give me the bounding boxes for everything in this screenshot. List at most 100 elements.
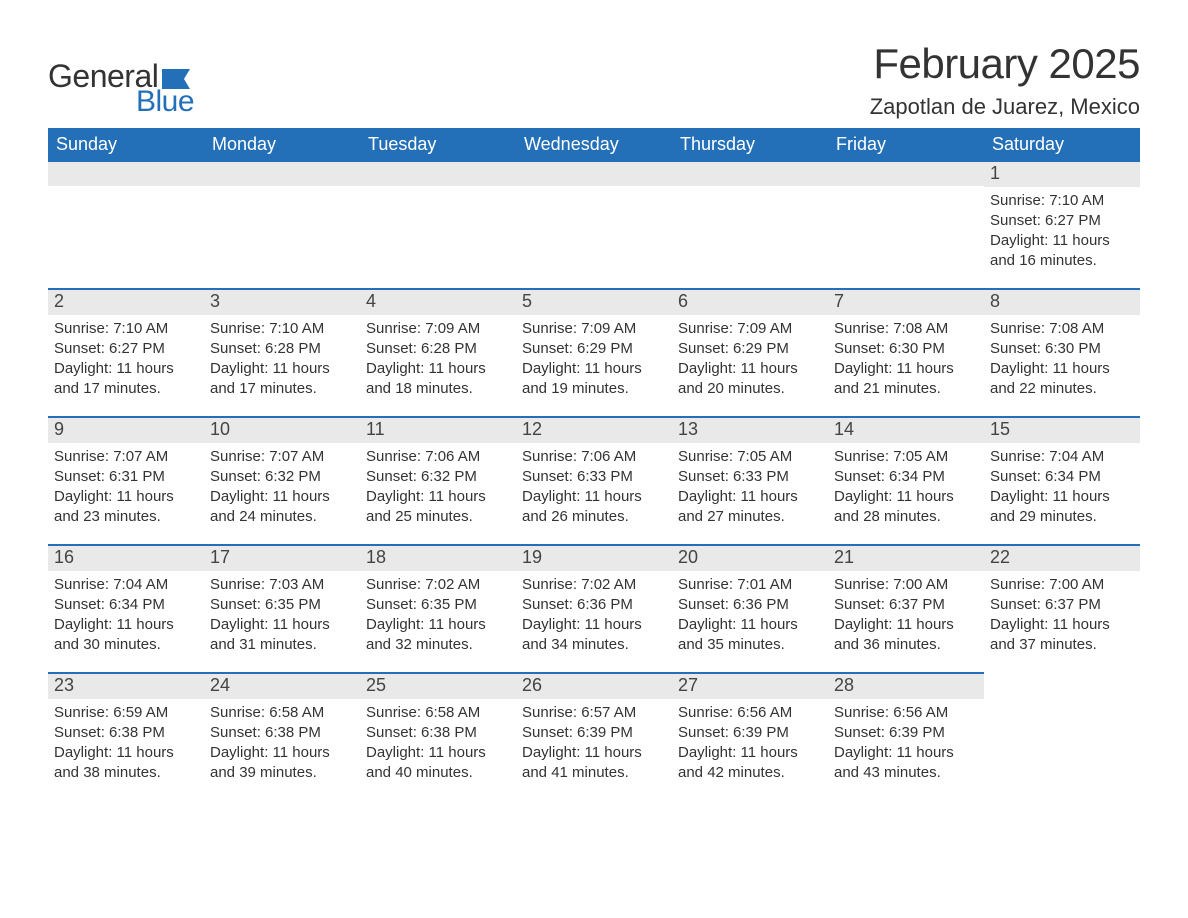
day-number: 25 [360,674,516,699]
daylight-line: Daylight: 11 hours and 27 minutes. [678,487,822,528]
day-details: Sunrise: 7:10 AMSunset: 6:27 PMDaylight:… [48,315,204,406]
sunrise-line: Sunrise: 7:05 AM [678,447,822,467]
sunrise-line: Sunrise: 7:08 AM [990,319,1134,339]
brand-logo: General Blue [48,40,194,119]
sunrise-line: Sunrise: 7:00 AM [834,575,978,595]
day-details: Sunrise: 7:07 AMSunset: 6:31 PMDaylight:… [48,443,204,534]
calendar-day-cell: 21Sunrise: 7:00 AMSunset: 6:37 PMDayligh… [828,545,984,673]
daylight-line: Daylight: 11 hours and 38 minutes. [54,743,198,784]
calendar-empty-cell [516,161,672,289]
daylight-line: Daylight: 11 hours and 31 minutes. [210,615,354,656]
weekday-header-row: SundayMondayTuesdayWednesdayThursdayFrid… [48,129,1140,161]
daylight-line: Daylight: 11 hours and 29 minutes. [990,487,1134,528]
sunrise-line: Sunrise: 7:10 AM [54,319,198,339]
sunset-line: Sunset: 6:35 PM [366,595,510,615]
sunset-line: Sunset: 6:37 PM [990,595,1134,615]
weekday-header: Monday [204,129,360,161]
day-number: 17 [204,546,360,571]
sunset-line: Sunset: 6:39 PM [522,723,666,743]
day-number: 9 [48,418,204,443]
sunrise-line: Sunrise: 7:03 AM [210,575,354,595]
weekday-header: Wednesday [516,129,672,161]
sunrise-line: Sunrise: 7:06 AM [522,447,666,467]
sunrise-line: Sunrise: 7:07 AM [54,447,198,467]
calendar-day-cell: 22Sunrise: 7:00 AMSunset: 6:37 PMDayligh… [984,545,1140,673]
day-details: Sunrise: 7:10 AMSunset: 6:27 PMDaylight:… [984,187,1140,278]
weekday-header: Saturday [984,129,1140,161]
day-number: 2 [48,290,204,315]
sunset-line: Sunset: 6:35 PM [210,595,354,615]
calendar-week-row: 16Sunrise: 7:04 AMSunset: 6:34 PMDayligh… [48,545,1140,673]
daylight-line: Daylight: 11 hours and 43 minutes. [834,743,978,784]
day-details: Sunrise: 7:09 AMSunset: 6:28 PMDaylight:… [360,315,516,406]
daylight-line: Daylight: 11 hours and 32 minutes. [366,615,510,656]
calendar-day-cell: 19Sunrise: 7:02 AMSunset: 6:36 PMDayligh… [516,545,672,673]
day-number: 11 [360,418,516,443]
day-details: Sunrise: 7:09 AMSunset: 6:29 PMDaylight:… [672,315,828,406]
day-number: 19 [516,546,672,571]
day-details: Sunrise: 7:05 AMSunset: 6:34 PMDaylight:… [828,443,984,534]
day-details: Sunrise: 7:06 AMSunset: 6:32 PMDaylight:… [360,443,516,534]
sunset-line: Sunset: 6:29 PM [522,339,666,359]
sunrise-line: Sunrise: 7:09 AM [678,319,822,339]
day-number: 20 [672,546,828,571]
day-number: 5 [516,290,672,315]
sunset-line: Sunset: 6:39 PM [678,723,822,743]
day-details: Sunrise: 7:00 AMSunset: 6:37 PMDaylight:… [828,571,984,662]
daylight-line: Daylight: 11 hours and 24 minutes. [210,487,354,528]
daylight-line: Daylight: 11 hours and 39 minutes. [210,743,354,784]
calendar-day-cell: 3Sunrise: 7:10 AMSunset: 6:28 PMDaylight… [204,289,360,417]
daylight-line: Daylight: 11 hours and 18 minutes. [366,359,510,400]
sunset-line: Sunset: 6:36 PM [678,595,822,615]
sunset-line: Sunset: 6:38 PM [210,723,354,743]
location-subtitle: Zapotlan de Juarez, Mexico [870,94,1140,120]
day-number: 24 [204,674,360,699]
calendar-day-cell: 10Sunrise: 7:07 AMSunset: 6:32 PMDayligh… [204,417,360,545]
calendar-day-cell: 27Sunrise: 6:56 AMSunset: 6:39 PMDayligh… [672,673,828,801]
day-details: Sunrise: 6:57 AMSunset: 6:39 PMDaylight:… [516,699,672,790]
day-details: Sunrise: 7:08 AMSunset: 6:30 PMDaylight:… [984,315,1140,406]
sunrise-line: Sunrise: 7:09 AM [366,319,510,339]
month-title: February 2025 [870,40,1140,88]
day-details: Sunrise: 7:01 AMSunset: 6:36 PMDaylight:… [672,571,828,662]
calendar-day-cell: 9Sunrise: 7:07 AMSunset: 6:31 PMDaylight… [48,417,204,545]
day-number: 22 [984,546,1140,571]
sunset-line: Sunset: 6:28 PM [210,339,354,359]
sunset-line: Sunset: 6:37 PM [834,595,978,615]
day-details: Sunrise: 6:58 AMSunset: 6:38 PMDaylight:… [204,699,360,790]
brand-word-2: Blue [136,85,194,119]
sunrise-line: Sunrise: 6:58 AM [366,703,510,723]
day-number: 12 [516,418,672,443]
day-details: Sunrise: 7:09 AMSunset: 6:29 PMDaylight:… [516,315,672,406]
daylight-line: Daylight: 11 hours and 34 minutes. [522,615,666,656]
daylight-line: Daylight: 11 hours and 25 minutes. [366,487,510,528]
day-details: Sunrise: 6:58 AMSunset: 6:38 PMDaylight:… [360,699,516,790]
sunset-line: Sunset: 6:27 PM [990,211,1134,231]
calendar-day-cell: 8Sunrise: 7:08 AMSunset: 6:30 PMDaylight… [984,289,1140,417]
day-number: 1 [984,162,1140,187]
sunset-line: Sunset: 6:30 PM [990,339,1134,359]
sunrise-line: Sunrise: 7:04 AM [990,447,1134,467]
calendar-week-row: 9Sunrise: 7:07 AMSunset: 6:31 PMDaylight… [48,417,1140,545]
sunrise-line: Sunrise: 7:01 AM [678,575,822,595]
sunrise-line: Sunrise: 6:58 AM [210,703,354,723]
sunrise-line: Sunrise: 7:10 AM [210,319,354,339]
day-details: Sunrise: 7:08 AMSunset: 6:30 PMDaylight:… [828,315,984,406]
day-details: Sunrise: 7:05 AMSunset: 6:33 PMDaylight:… [672,443,828,534]
calendar-day-cell: 16Sunrise: 7:04 AMSunset: 6:34 PMDayligh… [48,545,204,673]
sunrise-line: Sunrise: 7:04 AM [54,575,198,595]
calendar-day-cell: 18Sunrise: 7:02 AMSunset: 6:35 PMDayligh… [360,545,516,673]
day-details: Sunrise: 7:07 AMSunset: 6:32 PMDaylight:… [204,443,360,534]
sunrise-line: Sunrise: 7:07 AM [210,447,354,467]
calendar-empty-cell [984,673,1140,801]
calendar-day-cell: 25Sunrise: 6:58 AMSunset: 6:38 PMDayligh… [360,673,516,801]
day-number: 3 [204,290,360,315]
weekday-header: Sunday [48,129,204,161]
day-number: 16 [48,546,204,571]
sunset-line: Sunset: 6:32 PM [210,467,354,487]
flag-icon [162,69,190,89]
sunset-line: Sunset: 6:33 PM [678,467,822,487]
sunset-line: Sunset: 6:34 PM [990,467,1134,487]
day-number: 4 [360,290,516,315]
calendar-empty-cell [48,161,204,289]
